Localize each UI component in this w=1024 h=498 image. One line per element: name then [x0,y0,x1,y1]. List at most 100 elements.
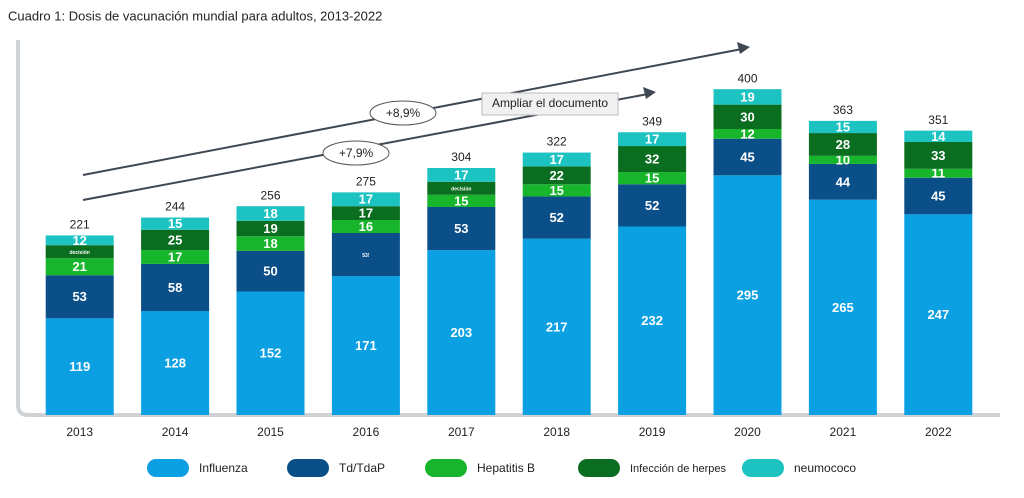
annotation: +8,9% [386,106,421,120]
bar-segment [713,175,782,415]
legend-label: neumococo [794,461,856,475]
legend-label: Infección de herpes [630,463,727,475]
bar-segment [141,311,210,415]
data-label: 17 [454,167,468,182]
data-label: 17 [549,152,563,167]
chart-title: Cuadro 1: Dosis de vacunación mundial pa… [8,8,382,23]
data-label: 19 [263,221,277,236]
x-tick-label: 2021 [830,425,857,439]
bar-segment [522,184,591,197]
legend-swatch [425,459,467,477]
bar-segment [713,129,782,139]
total-label: 322 [547,135,567,149]
bar-segment [522,166,591,185]
bar-segment [236,291,305,415]
data-label: 17 [359,206,373,221]
x-tick-label: 2014 [162,425,189,439]
x-tick-label: 2019 [639,425,666,439]
bar-segment [427,168,496,182]
bar-segment [808,120,877,134]
total-label: 349 [642,114,662,128]
bar-segment [522,196,591,239]
bar-segment [141,217,210,230]
data-label: 58 [168,280,182,295]
data-label: 52 [549,210,563,225]
bar-segment [618,172,687,185]
bar-segment [808,155,877,164]
bar-segment [904,177,973,215]
data-label: 247 [927,307,949,322]
data-label: 33 [931,148,945,163]
x-tick-label: 2022 [925,425,952,439]
bar-segment [904,142,973,169]
data-label: 19 [740,89,754,104]
tooltip-box [481,92,619,116]
data-label: 119 [69,359,90,374]
legend-swatch [147,459,189,477]
data-label: 45 [740,149,754,164]
bar-segment [904,214,973,415]
x-tick-label: 2017 [448,425,475,439]
data-label: 171 [355,338,377,353]
bar-segment [331,220,400,233]
annotation: +7,9% [339,146,374,160]
data-label: 17 [645,132,659,147]
bar-segment [427,250,496,415]
bar-segment [522,238,591,415]
bar-segment [236,250,305,292]
bar-segment [331,192,400,207]
legend-label: Influenza [199,461,248,475]
data-label: 50 [263,264,277,279]
bar-segment [713,138,782,176]
bar-segment [618,184,687,227]
bar-segment [45,258,114,276]
data-label: 17 [359,192,373,207]
bar-segment [236,236,305,251]
data-label: 12 [740,126,754,141]
total-label: 275 [356,175,376,189]
x-tick-label: 2016 [353,425,380,439]
legend-label: Hepatitis B [477,461,535,475]
bar-segment [808,163,877,200]
data-label: 53 [454,221,468,236]
data-label: 15 [645,171,659,186]
bar-segment [45,235,114,246]
data-label: 53! [362,253,370,259]
bar-segment [141,229,210,251]
data-label: decisión [451,187,471,193]
bar-segment [522,152,591,167]
bar-segment [904,130,973,142]
data-label: decisión [70,250,90,256]
data-label: 15 [168,216,182,231]
bar-segment [618,132,687,147]
bar-segment [427,181,496,195]
total-label: 221 [70,218,90,232]
legend-label: Td/TdaP [339,461,385,475]
data-label: 18 [263,236,277,251]
data-label: 18 [263,206,277,221]
data-label: 44 [836,174,851,189]
bar-segment [713,89,782,105]
x-tick-label: 2018 [543,425,570,439]
data-label: 53 [72,289,86,304]
total-label: 244 [165,200,185,214]
bar-segment [618,146,687,173]
data-label: 14 [931,129,946,144]
data-label: 30 [740,109,754,124]
data-label: 22 [549,168,563,183]
bar-segment [808,133,877,156]
data-label: 28 [836,137,850,152]
data-label: 17 [168,249,182,264]
data-label: 25 [168,232,182,247]
total-label: 351 [928,113,948,127]
data-label: 265 [832,300,854,315]
data-label: 232 [641,313,663,328]
x-tick-label: 2015 [257,425,284,439]
data-label: 16 [359,219,373,234]
data-label: 295 [737,288,759,303]
total-label: 304 [451,150,471,164]
bar-segment [141,250,210,264]
bar-segment [45,275,114,319]
bar-segment [427,194,496,207]
